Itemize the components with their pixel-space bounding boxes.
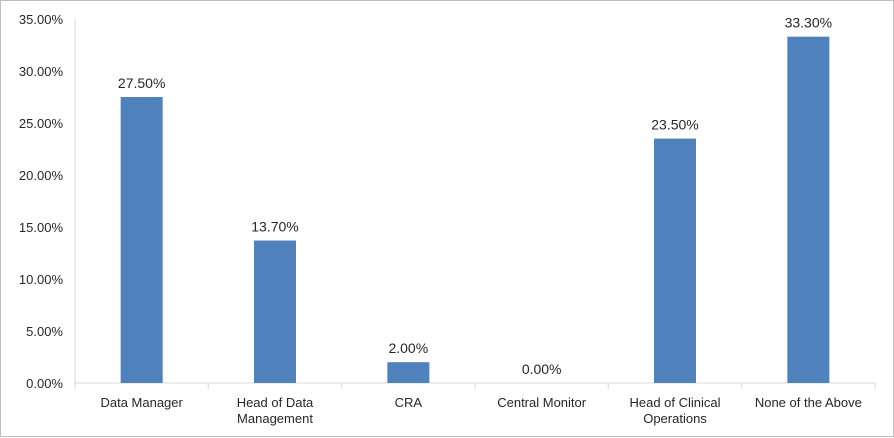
category-label: Operations bbox=[643, 411, 707, 426]
y-tick-label: 10.00% bbox=[19, 272, 64, 287]
data-label: 0.00% bbox=[522, 361, 562, 377]
y-tick-label: 35.00% bbox=[19, 12, 64, 27]
bar-5 bbox=[787, 36, 830, 384]
y-tick-label: 25.00% bbox=[19, 116, 64, 131]
bar-1 bbox=[254, 240, 296, 383]
bar-0 bbox=[120, 97, 163, 383]
data-label: 13.70% bbox=[251, 219, 298, 235]
category-label: None of the Above bbox=[755, 395, 862, 410]
category-label: Management bbox=[237, 411, 313, 426]
y-tick-label: 20.00% bbox=[19, 168, 64, 183]
y-tick-label: 0.00% bbox=[26, 376, 63, 391]
category-label: Data Manager bbox=[100, 395, 183, 410]
category-label: Head of Clinical bbox=[629, 395, 720, 410]
y-tick-label: 30.00% bbox=[19, 64, 64, 79]
category-label: CRA bbox=[395, 395, 423, 410]
bar-4 bbox=[654, 138, 696, 383]
data-label: 23.50% bbox=[651, 117, 698, 133]
data-label: 2.00% bbox=[388, 340, 428, 356]
y-tick-label: 15.00% bbox=[19, 220, 64, 235]
category-label: Head of Data bbox=[237, 395, 314, 410]
data-label: 27.50% bbox=[118, 75, 165, 91]
bar-2 bbox=[387, 362, 430, 383]
category-label: Central Monitor bbox=[497, 395, 587, 410]
y-tick-label: 5.00% bbox=[26, 324, 63, 339]
data-label: 33.30% bbox=[785, 15, 832, 31]
